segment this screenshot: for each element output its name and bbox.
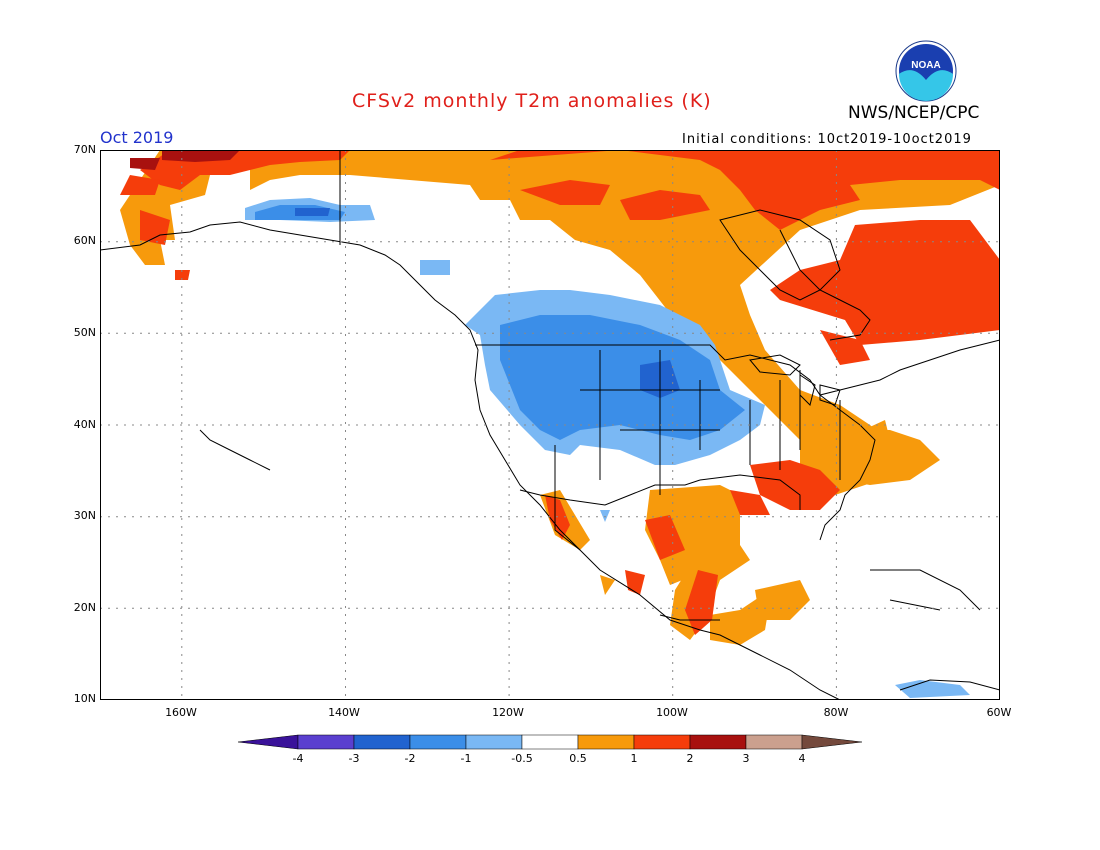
colorbar-label: -1 <box>460 752 472 765</box>
colorbar-swatch <box>353 734 411 750</box>
anomaly-map <box>100 150 1000 700</box>
forecast-month: Oct 2019 <box>100 128 174 147</box>
initial-conditions: Initial conditions: 10ct2019-10oct2019 <box>682 132 972 147</box>
lon-label-120w: 120W <box>492 706 524 719</box>
colorbar-label: 1 <box>630 752 638 765</box>
noaa-logo-icon: NOAA <box>895 40 957 102</box>
lat-label-20n: 20N <box>73 601 96 614</box>
colorbar-swatch <box>577 734 635 750</box>
lat-label-50n: 50N <box>73 326 96 339</box>
colorbar-swatch <box>465 734 523 750</box>
colorbar-label: 4 <box>798 752 806 765</box>
chart-title: CFSv2 monthly T2m anomalies (K) <box>352 90 712 112</box>
agency-label: NWS/NCEP/CPC <box>848 103 980 123</box>
gridlines <box>100 150 1000 700</box>
colorbar-swatch <box>633 734 691 750</box>
colorbar-swatch <box>745 734 803 750</box>
lat-label-40n: 40N <box>73 418 96 431</box>
colorbar-arrow-left <box>238 734 299 750</box>
map-frame <box>100 150 1000 700</box>
colorbar-swatch <box>689 734 747 750</box>
lat-label-30n: 30N <box>73 509 96 522</box>
colorbar-label: -2 <box>404 752 416 765</box>
lon-label-140w: 140W <box>328 706 360 719</box>
lakes <box>719 209 841 406</box>
colorbar-label: 2 <box>686 752 694 765</box>
colorbar-arrow-right <box>801 734 862 750</box>
colorbar-swatch <box>297 734 355 750</box>
colorbar <box>238 734 862 750</box>
colorbar-label: -3 <box>348 752 360 765</box>
lon-label-160w: 160W <box>165 706 197 719</box>
noaa-logo-text: NOAA <box>911 60 940 71</box>
lon-label-80w: 80W <box>823 706 849 719</box>
lat-label-10n: 10N <box>73 692 96 705</box>
colorbar-label: 0.5 <box>569 752 587 765</box>
colorbar-swatch <box>521 734 579 750</box>
colorbar-label: 3 <box>742 752 750 765</box>
lat-label-60n: 60N <box>73 234 96 247</box>
colorbar-swatch <box>409 734 467 750</box>
colorbar-label: -4 <box>292 752 304 765</box>
lon-label-60w: 60W <box>986 706 1012 719</box>
colorbar-label: -0.5 <box>511 752 533 765</box>
lon-label-100w: 100W <box>656 706 688 719</box>
lat-label-70n: 70N <box>73 143 96 156</box>
